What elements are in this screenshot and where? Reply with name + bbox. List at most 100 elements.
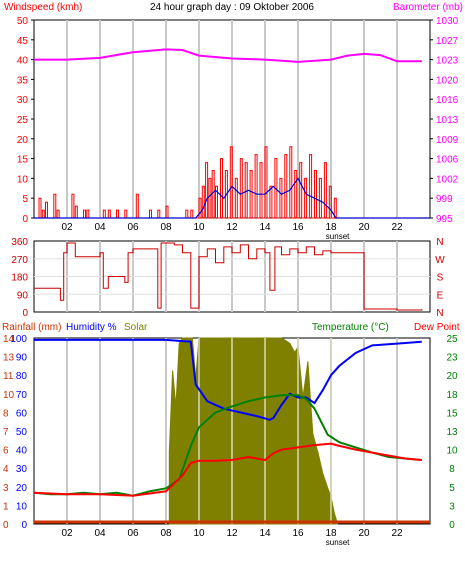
windspeed-tick-label: 25 xyxy=(17,115,29,126)
humidity-tick-label: 20 xyxy=(16,483,28,494)
solar-tick-label: 103 xyxy=(16,501,33,512)
x-tick-label: 18 xyxy=(325,222,337,233)
compass-tick-label: N xyxy=(436,237,443,248)
humidity-tick-label: 50 xyxy=(16,427,28,438)
dewpoint-axis-label: Dew Point xyxy=(414,322,460,333)
humidity-tick-label: 0 xyxy=(21,520,27,531)
x-tick-label: 14 xyxy=(259,528,271,539)
windspeed-tick-label: 45 xyxy=(17,36,29,47)
direction-tick-label: 360 xyxy=(11,237,28,248)
windspeed-line xyxy=(38,146,337,219)
rainfall-tick-label: 7 xyxy=(3,427,9,438)
dewpoint-line xyxy=(33,442,422,497)
temperature-tick-label: 20 xyxy=(446,371,458,382)
x-tick-label: 22 xyxy=(391,528,403,539)
rainfall-axis-label: Rainfall (mm) xyxy=(2,322,61,333)
windspeed-tick-label: 5 xyxy=(22,194,28,205)
solar-tick-label: 515 xyxy=(16,427,33,438)
compass-tick-label: S xyxy=(437,273,444,284)
barometer-tick-label: 1030 xyxy=(436,16,459,27)
humidity-tick-label: 90 xyxy=(16,353,28,364)
x-tick-label: 04 xyxy=(94,222,106,233)
barometer-tick-label: 1016 xyxy=(436,95,459,106)
x-tick-label: 12 xyxy=(226,222,238,233)
windspeed-axis-label: Windspeed (kmh) xyxy=(4,2,82,13)
barometer-tick-label: 995 xyxy=(436,214,453,225)
x-tick-label: 08 xyxy=(160,528,172,539)
x-tick-label: 20 xyxy=(358,528,370,539)
humidity-tick-label: 40 xyxy=(16,446,28,457)
temperature-tick-label: 3 xyxy=(449,501,455,512)
humidity-tick-label: 60 xyxy=(16,408,28,419)
x-tick-label: 06 xyxy=(127,528,139,539)
barometer-tick-label: 1013 xyxy=(436,115,459,126)
rainfall-tick-label: 6 xyxy=(3,446,9,457)
rainfall-tick-label: 8 xyxy=(3,408,9,419)
solar-area xyxy=(168,337,339,525)
x-tick-label: 12 xyxy=(226,528,238,539)
temperature-tick-label: 8 xyxy=(449,464,455,475)
direction-tick-label: 90 xyxy=(17,290,29,301)
x-tick-label: 14 xyxy=(259,222,271,233)
humidity-tick-label: 30 xyxy=(16,464,28,475)
solar-tick-label: 927 xyxy=(16,353,33,364)
x-tick-label: 02 xyxy=(61,222,73,233)
solar-tick-label: 309 xyxy=(16,464,33,475)
direction-tick-label: 270 xyxy=(11,255,28,266)
solar-tick-label: 824 xyxy=(16,371,33,382)
temperature-tick-label: 23 xyxy=(446,353,458,364)
direction-tick-label: 180 xyxy=(11,273,28,284)
x-tick-label: 20 xyxy=(358,222,370,233)
rain-humidity-temperature-panel: 0134678101113140102030405060708090100010… xyxy=(3,334,458,547)
solar-tick-label: 721 xyxy=(16,390,33,401)
sunset-marker-label: sunset xyxy=(326,232,350,241)
chart-title: 24 hour graph day : 09 Oktober 2006 xyxy=(150,2,314,13)
rainfall-tick-label: 13 xyxy=(3,353,15,364)
compass-tick-label: W xyxy=(435,255,445,266)
temperature-tick-label: 18 xyxy=(446,390,458,401)
windspeed-tick-label: 35 xyxy=(17,75,29,86)
temperature-tick-label: 10 xyxy=(446,446,458,457)
barometer-tick-label: 1006 xyxy=(436,155,459,166)
solar-tick-label: 1030 xyxy=(11,334,34,345)
rainfall-tick-label: 10 xyxy=(3,390,15,401)
barometer-tick-label: 999 xyxy=(436,194,453,205)
barometer-tick-label: 1027 xyxy=(436,36,459,47)
solar-tick-label: 206 xyxy=(16,483,33,494)
x-tick-label: 16 xyxy=(292,222,304,233)
windspeed-tick-label: 15 xyxy=(17,155,29,166)
x-tick-label: 06 xyxy=(127,222,139,233)
humidity-tick-label: 10 xyxy=(16,501,28,512)
barometer-tick-label: 1020 xyxy=(436,75,459,86)
humidity-line xyxy=(34,338,422,421)
average-wind-line xyxy=(34,177,430,219)
temperature-tick-label: 5 xyxy=(449,483,455,494)
wind-barometer-panel: 0510152025303540455099599910021006100910… xyxy=(17,16,459,241)
solar-tick-label: 618 xyxy=(16,408,33,419)
solar-axis-label: Solar xyxy=(124,322,148,333)
temperature-axis-label: Temperature (°C) xyxy=(312,322,389,333)
barometer-tick-label: 1023 xyxy=(436,56,459,67)
wind-direction-line xyxy=(34,242,423,311)
x-tick-label: 10 xyxy=(193,528,205,539)
temperature-tick-label: 13 xyxy=(446,427,458,438)
x-tick-label: 22 xyxy=(391,222,403,233)
rainfall-tick-label: 4 xyxy=(3,464,9,475)
windspeed-tick-label: 10 xyxy=(17,174,29,185)
humidity-tick-label: 70 xyxy=(16,390,28,401)
compass-tick-label: E xyxy=(437,290,444,301)
rainfall-tick-label: 3 xyxy=(3,483,9,494)
x-tick-label: 18 xyxy=(325,528,337,539)
rainfall-tick-label: 0 xyxy=(3,520,9,531)
windspeed-tick-label: 30 xyxy=(17,95,29,106)
rainfall-tick-label: 11 xyxy=(3,371,14,382)
windspeed-tick-label: 50 xyxy=(17,16,29,27)
x-tick-label: 02 xyxy=(61,528,73,539)
temperature-tick-label: 25 xyxy=(446,334,458,345)
x-tick-label: 04 xyxy=(94,528,106,539)
x-tick-label: 08 xyxy=(160,222,172,233)
solar-tick-label: 412 xyxy=(16,446,33,457)
